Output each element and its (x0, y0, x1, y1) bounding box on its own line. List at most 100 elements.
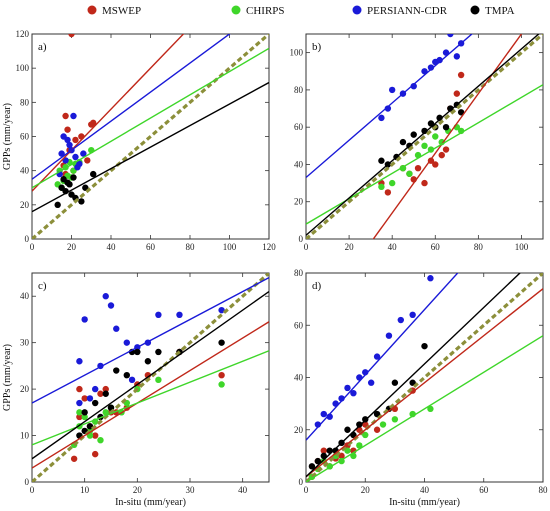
point-persiann-cdr (86, 395, 94, 402)
point-mswep (362, 421, 369, 428)
point-mswep (64, 126, 71, 133)
legend: MSWEP CHIRPS PERSIANN-CDR TMPA (87, 5, 515, 17)
y-tick-label: 0 (299, 477, 304, 487)
point-persiann-cdr (320, 410, 327, 418)
y-tick-label: 40 (20, 166, 30, 176)
point-mswep (84, 157, 91, 164)
point-mswep (70, 455, 78, 462)
point-persiann-cdr (70, 112, 77, 120)
y-tick-label: 120 (16, 29, 30, 39)
point-persiann-cdr (76, 160, 83, 168)
x-tick-label: 60 (431, 242, 441, 252)
y-tick-label: 60 (20, 132, 30, 142)
point-chirps (76, 409, 83, 416)
point-mswep (144, 371, 152, 379)
x-tick-label: 40 (107, 242, 117, 252)
y-tick-label: 80 (294, 85, 304, 95)
fit-line-tmpa (306, 34, 540, 236)
point-tmpa (378, 157, 385, 164)
point-tmpa (356, 421, 363, 428)
point-chirps (427, 405, 434, 413)
panel-b: 0 20 40 60 80 100 0 20 40 60 80 100 b) (290, 33, 544, 252)
point-chirps (155, 376, 162, 384)
point-persiann-cdr (453, 53, 461, 60)
point-tmpa (155, 348, 162, 356)
fit-line-persiann-cdr (306, 34, 473, 179)
point-chirps (356, 442, 363, 449)
point-tmpa (391, 379, 399, 386)
fit-line-persiann-cdr (306, 273, 459, 441)
point-mswep (102, 385, 109, 393)
point-tmpa (421, 127, 428, 135)
point-persiann-cdr (64, 136, 71, 144)
fit-line-mswep (372, 34, 523, 239)
point-persiann-cdr (385, 332, 393, 339)
y-tick-label: 60 (294, 122, 304, 132)
point-mswep (97, 390, 104, 397)
point-persiann-cdr (344, 384, 351, 392)
point-persiann-cdr (378, 114, 385, 122)
fit-line-chirps (32, 350, 269, 446)
point-chirps (421, 142, 428, 150)
point-persiann-cdr (107, 302, 115, 309)
point-chirps (362, 431, 369, 439)
point-persiann-cdr (447, 34, 454, 38)
point-tmpa (457, 109, 465, 116)
point-chirps (81, 413, 88, 421)
point-chirps (320, 457, 327, 465)
point-tmpa (409, 379, 416, 386)
fit-line-mswep (32, 321, 269, 469)
one-to-one-line (32, 34, 269, 239)
point-tmpa (81, 409, 88, 416)
point-persiann-cdr (81, 316, 88, 323)
point-persiann-cdr (72, 153, 79, 161)
point-mswep (76, 385, 83, 393)
x-tick-label: 0 (304, 485, 309, 495)
point-persiann-cdr (384, 105, 392, 112)
point-chirps (97, 437, 104, 444)
point-persiann-cdr (350, 389, 357, 397)
point-mswep (92, 450, 99, 458)
point-mswep (78, 133, 85, 140)
point-persiann-cdr (113, 325, 120, 332)
x-tick-label: 100 (223, 242, 237, 252)
panel-label: b) (312, 41, 322, 53)
y-tick-label: 60 (294, 320, 304, 330)
point-chirps (102, 409, 109, 416)
point-persiann-cdr (80, 150, 87, 157)
point-tmpa (102, 390, 109, 397)
point-mswep (453, 90, 461, 97)
point-chirps (379, 421, 387, 428)
point-chirps (388, 179, 396, 187)
point-tmpa (436, 114, 443, 122)
point-tmpa (344, 426, 351, 433)
y-tick-label: 0 (25, 234, 30, 244)
point-mswep (81, 395, 88, 402)
point-mswep (320, 447, 327, 454)
x-tick-label: 80 (186, 242, 196, 252)
point-mswep (432, 161, 439, 168)
point-mswep (373, 426, 381, 433)
point-mswep (92, 432, 99, 439)
plot-frame (305, 33, 544, 240)
point-tmpa (442, 123, 450, 131)
x-tick-label: 120 (262, 242, 276, 252)
x-tick-label: 40 (238, 485, 248, 495)
point-persiann-cdr (410, 82, 417, 90)
fit-line-chirps (306, 84, 543, 225)
y-tick-label: 20 (294, 197, 304, 207)
x-tick-label: 30 (186, 485, 196, 495)
point-tmpa (144, 358, 152, 365)
point-persiann-cdr (427, 275, 434, 282)
x-tick-label: 40 (420, 485, 430, 495)
point-persiann-cdr (427, 64, 435, 71)
y-tick-label: 0 (25, 477, 30, 487)
point-mswep (438, 151, 445, 159)
point-tmpa (64, 179, 71, 186)
point-persiann-cdr (373, 353, 381, 360)
y-tick-label: 80 (294, 268, 304, 278)
y-tick-label: 20 (20, 384, 30, 394)
x-tick-label: 10 (80, 485, 90, 495)
y-tick-label: 40 (20, 291, 30, 301)
point-persiann-cdr (409, 311, 416, 318)
